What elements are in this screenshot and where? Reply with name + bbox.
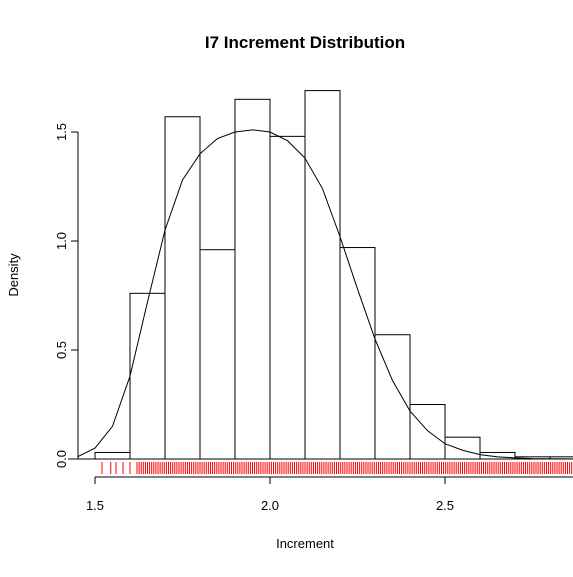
histogram-bar: [165, 117, 200, 459]
y-tick-label: 1.0: [54, 232, 69, 250]
rug-marks: [102, 462, 573, 474]
histogram-bar: [200, 250, 235, 459]
chart-title: I7 Increment Distribution: [205, 33, 405, 52]
histogram-bar: [410, 405, 445, 460]
histogram-bars: [68, 91, 573, 459]
histogram-bar: [95, 452, 130, 459]
density-curve-group: [78, 130, 573, 459]
y-tick-label: 1.5: [54, 123, 69, 141]
x-axis: 1.52.02.53.03.5: [86, 477, 573, 513]
density-curve: [78, 130, 573, 459]
x-tick-label: 1.5: [86, 498, 104, 513]
y-tick-label: 0.5: [54, 341, 69, 359]
x-tick-label: 2.0: [261, 498, 279, 513]
y-axis: 0.0 0.5 1.0 1.5: [54, 123, 78, 468]
y-tick-label: 0.0: [54, 450, 69, 468]
histogram-bar: [270, 136, 305, 459]
histogram-bar: [305, 91, 340, 459]
histogram-bar: [130, 293, 165, 459]
histogram-bar: [340, 248, 375, 459]
x-tick-label: 2.5: [436, 498, 454, 513]
histogram-bar: [445, 437, 480, 459]
y-axis-label: Density: [6, 253, 21, 297]
x-axis-label: Increment: [276, 536, 334, 551]
histogram-bar: [375, 335, 410, 459]
histogram-bar: [235, 99, 270, 459]
